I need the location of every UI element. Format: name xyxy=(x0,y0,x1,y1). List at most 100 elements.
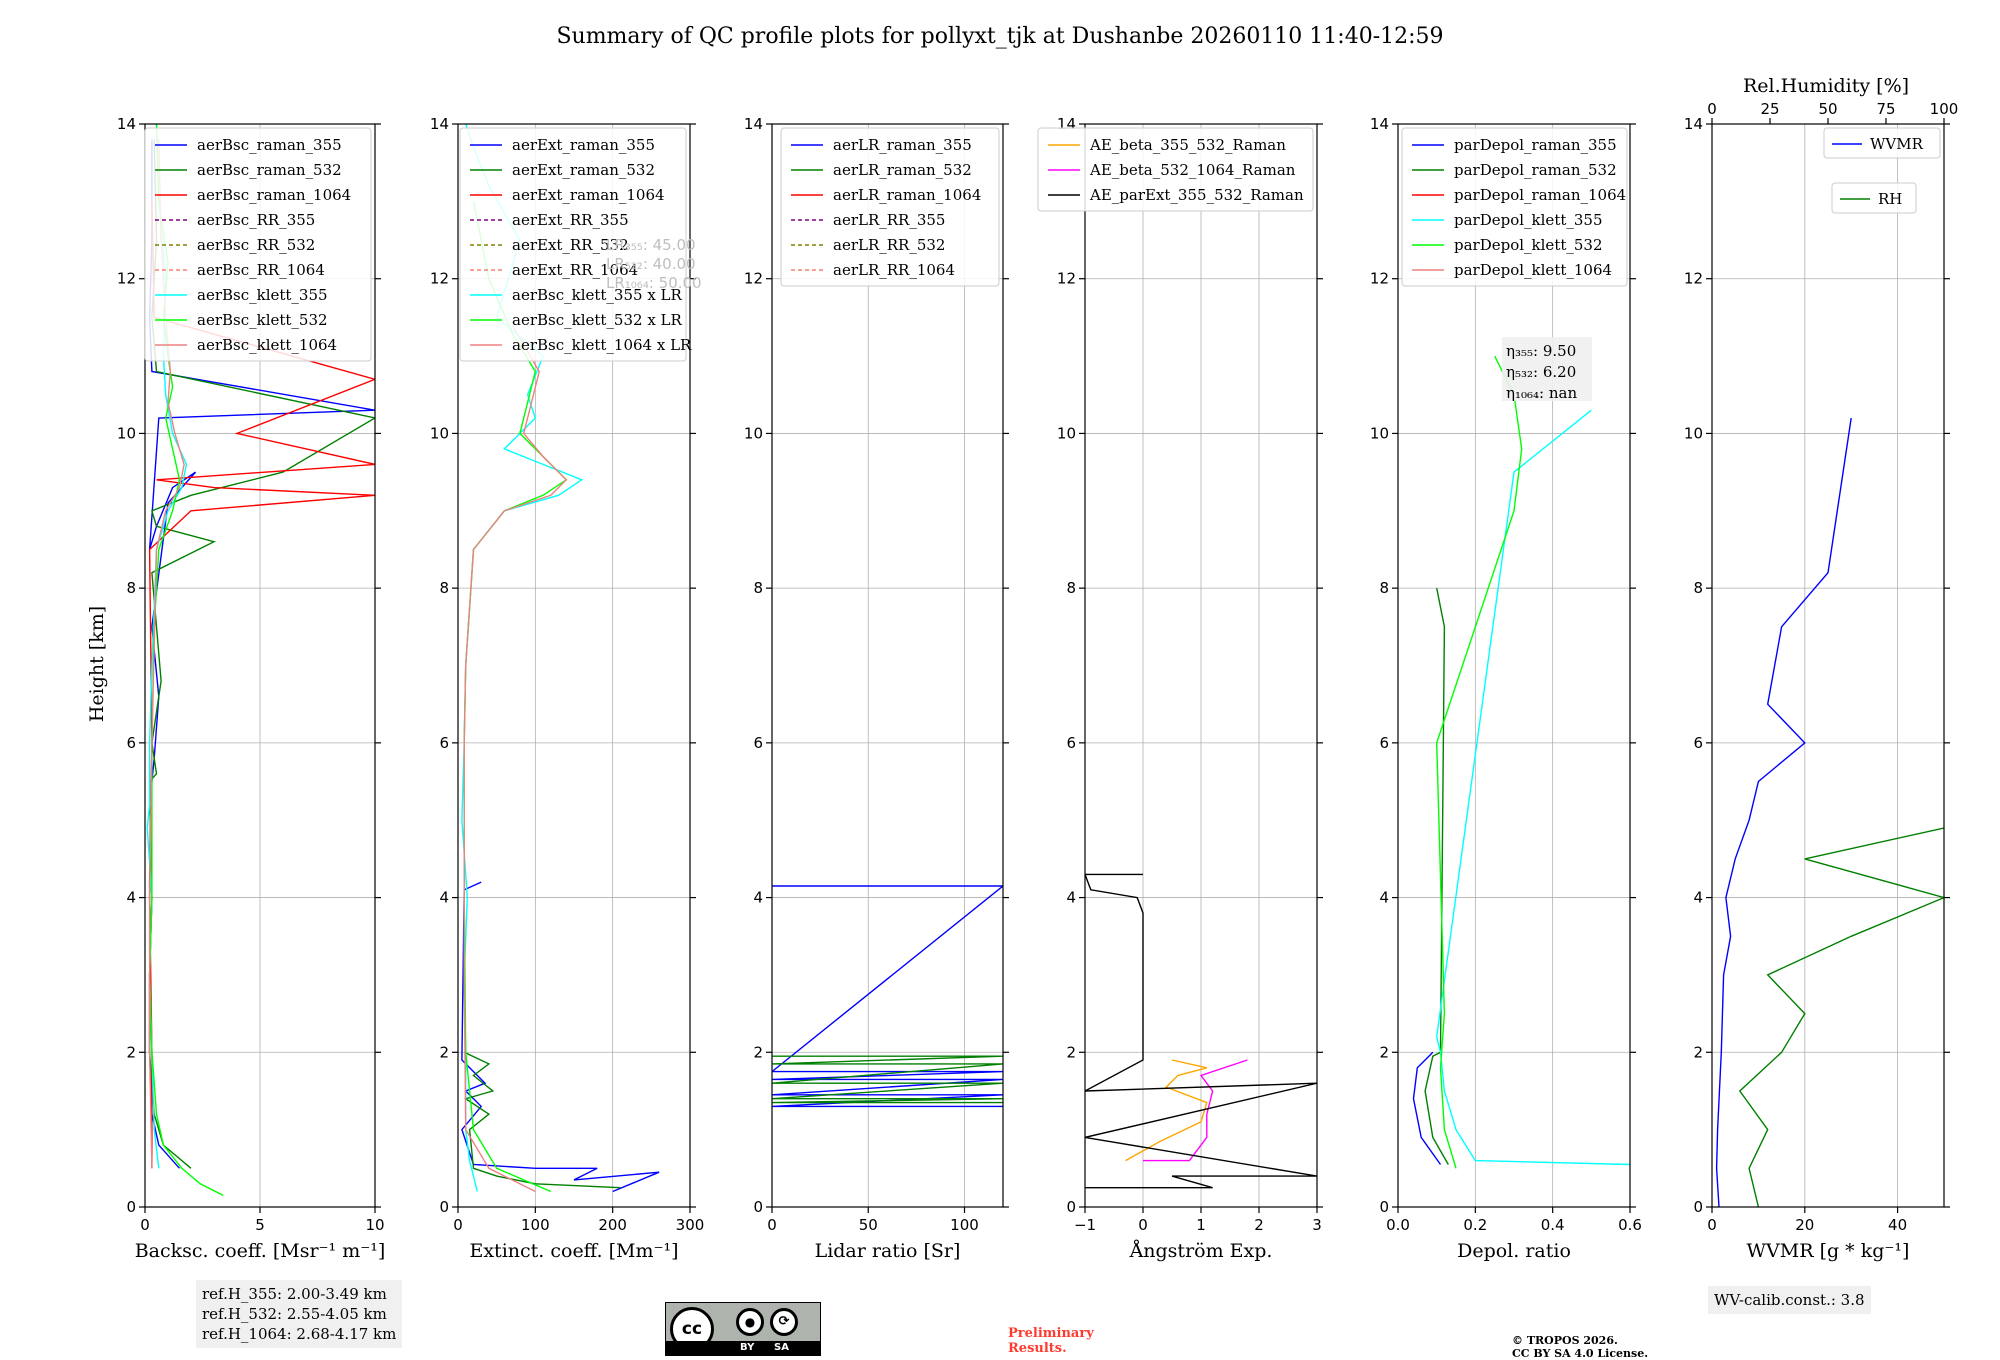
panel-lidar_ratio: 0 2 4 6 8 10 12 14 0 50 100 Lidar ratio [Sr] aerLR_r… xyxy=(744,115,1009,1262)
y-tick-label: 6 xyxy=(1379,734,1389,752)
legend-label: aerLR_raman_355 xyxy=(833,136,972,154)
y-tick-label: 8 xyxy=(1693,579,1703,597)
copyright-note: © TROPOS 2026. CC BY SA 4.0 License. xyxy=(1512,1334,1648,1360)
y-tick-label: 2 xyxy=(1066,1043,1076,1061)
series-parDepol_raman_532 xyxy=(1424,587,1449,1165)
y-tick-label: 10 xyxy=(744,424,763,442)
x-tick-label: 0 xyxy=(453,1216,463,1234)
panel-backscatter: 0 2 4 6 8 10 12 14 0 5 10 Backsc. coeff. [Msr⁻¹ m⁻¹… xyxy=(117,115,385,1262)
legend-label: aerBsc_klett_355 x LR xyxy=(512,286,683,304)
x-axis-label: WVMR [g * kg⁻¹] xyxy=(1747,1240,1910,1262)
y-tick-label: 4 xyxy=(1693,889,1703,907)
x-tick-label: 0.4 xyxy=(1541,1216,1565,1234)
legend-label: AE_beta_355_532_Raman xyxy=(1089,136,1286,154)
y-tick-label: 8 xyxy=(1066,579,1076,597)
legend-label: aerBsc_RR_532 xyxy=(197,236,315,254)
legend-label: WVMR xyxy=(1870,135,1924,153)
legend-label: aerBsc_raman_1064 xyxy=(197,186,351,204)
y-tick-label: 2 xyxy=(753,1043,763,1061)
legend-label: aerLR_raman_1064 xyxy=(833,186,981,204)
y-tick-label: 10 xyxy=(1057,424,1076,442)
y-tick-label: 14 xyxy=(430,115,449,133)
legend-label: AE_beta_532_1064_Raman xyxy=(1089,161,1296,179)
eta-box xyxy=(1502,337,1592,401)
y-tick-label: 12 xyxy=(430,270,449,288)
y-tick-label: 8 xyxy=(439,579,449,597)
y-tick-label: 4 xyxy=(439,889,449,907)
series-AE_parExt_355_532_Raman xyxy=(1085,873,1317,1189)
y-tick-label: 2 xyxy=(126,1043,136,1061)
y-tick-label: 14 xyxy=(1684,115,1703,133)
preliminary-line-1: Preliminary xyxy=(1008,1326,1094,1341)
top-tick-label: 75 xyxy=(1876,100,1895,118)
y-tick-label: 0 xyxy=(1066,1198,1076,1216)
top-tick-label: 50 xyxy=(1818,100,1837,118)
legend-label: aerExt_RR_355 xyxy=(512,211,629,229)
y-tick-label: 2 xyxy=(1693,1043,1703,1061)
y-tick-label: 14 xyxy=(744,115,763,133)
y-tick-label: 12 xyxy=(117,270,136,288)
legend-box xyxy=(144,127,372,362)
x-axis-label: Backsc. coeff. [Msr⁻¹ m⁻¹] xyxy=(135,1240,386,1262)
y-tick-label: 8 xyxy=(753,579,763,597)
cc-by-sa-badge: cc ● ⟳ BY SA xyxy=(665,1302,821,1356)
y-tick-label: 6 xyxy=(753,734,763,752)
x-tick-label: 50 xyxy=(859,1216,878,1234)
x-tick-label: 2 xyxy=(1254,1216,1264,1234)
y-tick-label: 0 xyxy=(439,1198,449,1216)
legend-label: aerBsc_klett_532 x LR xyxy=(512,311,683,329)
series-AE_beta_355_532_Raman xyxy=(1125,1059,1208,1162)
legend-label: aerBsc_RR_355 xyxy=(197,211,315,229)
y-tick-label: 12 xyxy=(1057,270,1076,288)
legend-label: RH xyxy=(1878,190,1902,208)
y-tick-label: 8 xyxy=(1379,579,1389,597)
y-tick-label: 4 xyxy=(1379,889,1389,907)
legend-box xyxy=(1037,127,1314,212)
x-tick-label: 100 xyxy=(521,1216,550,1234)
x-tick-label: 0.6 xyxy=(1618,1216,1642,1234)
by-person-icon: ● xyxy=(736,1308,764,1336)
series-RH xyxy=(1738,827,1944,1207)
x-tick-label: 1 xyxy=(1196,1216,1206,1234)
eta-label: η₁₀₆₄: nan xyxy=(1506,384,1577,402)
y-tick-label: 4 xyxy=(126,889,136,907)
axes-frame xyxy=(144,123,376,1208)
series-AE_beta_532_1064_Raman xyxy=(1143,1059,1248,1162)
top-axis-label: Rel.Humidity [%] xyxy=(1743,75,1909,97)
axes-frame xyxy=(1084,123,1318,1208)
series-aerBsc_klett_1064 x LR xyxy=(463,324,568,1193)
legend-label: parDepol_klett_532 xyxy=(1454,236,1603,254)
legend-box xyxy=(780,127,1000,287)
legend-label: aerExt_raman_532 xyxy=(512,161,655,179)
legend-label: aerLR_RR_355 xyxy=(833,211,945,229)
top-tick-label: 25 xyxy=(1760,100,1779,118)
y-tick-label: 0 xyxy=(1379,1198,1389,1216)
legend-label: aerBsc_raman_532 xyxy=(197,161,342,179)
copyright-line-2: CC BY SA 4.0 License. xyxy=(1512,1347,1649,1360)
lr-label: LR₁₀₆₄: 50.00 xyxy=(606,274,702,292)
legend-label: aerBsc_raman_355 xyxy=(197,136,342,154)
x-axis-label: Depol. ratio xyxy=(1457,1240,1571,1262)
eta-label: η₃₅₅: 9.50 xyxy=(1506,342,1576,360)
cc-sa-label: SA xyxy=(774,1342,789,1353)
y-tick-label: 2 xyxy=(439,1043,449,1061)
y-tick-label: 10 xyxy=(1370,424,1389,442)
lr-label: LR₃₅₅: 45.00 xyxy=(606,236,696,254)
x-tick-label: 0 xyxy=(1707,1216,1717,1234)
legend-box xyxy=(1401,127,1628,287)
y-tick-label: 4 xyxy=(753,889,763,907)
x-tick-label: 0.2 xyxy=(1463,1216,1487,1234)
legend-label: aerBsc_klett_1064 xyxy=(197,336,337,354)
axes-frame xyxy=(1711,123,1945,1208)
x-tick-label: 0.0 xyxy=(1386,1216,1410,1234)
y-tick-label: 4 xyxy=(1066,889,1076,907)
ref-height-box: ref.H_355: 2.00-3.49 km ref.H_532: 2.55-… xyxy=(196,1280,403,1348)
cc-badge-bar: BY SA xyxy=(666,1341,820,1355)
series-parDepol_raman_355 xyxy=(1412,1051,1442,1165)
legend-box xyxy=(1831,182,1917,214)
legend-label: aerBsc_klett_1064 x LR xyxy=(512,336,692,354)
